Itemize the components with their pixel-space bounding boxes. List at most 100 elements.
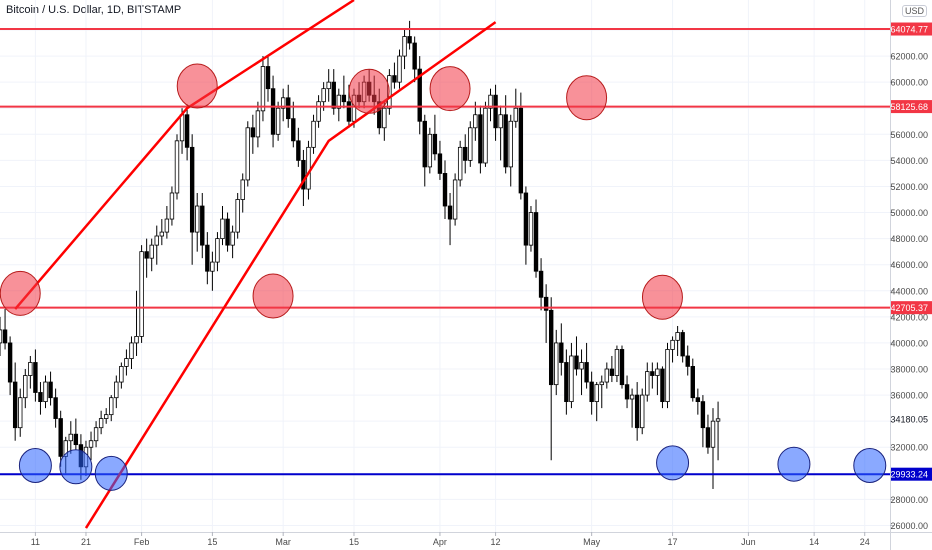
candle-body — [306, 146, 311, 190]
red-circle-marker[interactable] — [348, 68, 390, 114]
candle-body — [670, 339, 675, 350]
candle-body — [594, 384, 599, 403]
candle-body — [710, 420, 716, 448]
currency-badge[interactable]: USD — [902, 5, 928, 17]
red-circle-marker[interactable] — [176, 63, 218, 109]
candle-body — [205, 244, 210, 272]
candle-body — [533, 212, 539, 272]
candle — [184, 104, 190, 161]
candle-body — [179, 114, 185, 142]
candle-body — [0, 329, 3, 344]
candle-body — [18, 397, 23, 429]
candle-body — [341, 94, 347, 103]
candle — [109, 395, 114, 422]
candle-body — [543, 296, 549, 311]
blue-circle-marker[interactable] — [59, 449, 93, 485]
candle-body — [614, 349, 620, 376]
time-tick-label: 15 — [349, 537, 359, 547]
candle-body — [159, 231, 165, 237]
candle-body — [660, 368, 665, 403]
red-circle-marker[interactable] — [641, 274, 683, 320]
candle — [154, 225, 159, 265]
candle — [2, 309, 8, 350]
candle — [715, 401, 721, 461]
red-circle-marker[interactable] — [566, 75, 608, 121]
candle-body — [645, 371, 650, 396]
time-tick-label: 17 — [668, 537, 678, 547]
markers[interactable] — [0, 63, 887, 491]
blue-circle-marker[interactable] — [18, 448, 52, 483]
candle — [124, 349, 129, 376]
time-tick-label: 12 — [491, 537, 501, 547]
candle — [134, 290, 139, 356]
level-price-label-text: 58125.68 — [890, 102, 928, 112]
candle-body — [210, 261, 215, 272]
candle-body — [184, 114, 190, 148]
candle — [270, 75, 276, 148]
trend-lines[interactable] — [14, 0, 497, 529]
candle-body — [129, 342, 134, 359]
candle-body — [53, 397, 58, 419]
candle — [149, 238, 154, 272]
candle — [417, 56, 422, 135]
candle-body — [468, 127, 473, 161]
blue-circle-marker[interactable] — [777, 446, 811, 482]
candle — [23, 369, 28, 409]
red-circle-marker[interactable] — [0, 270, 41, 316]
candle — [250, 114, 256, 154]
candle-body — [640, 394, 645, 429]
candle — [265, 56, 271, 102]
candle-body — [538, 270, 544, 298]
candle-body — [240, 179, 245, 200]
price-tick-label: 60000.00 — [890, 78, 928, 88]
horizontal-levels[interactable] — [0, 28, 890, 476]
candle — [103, 408, 109, 424]
level-price-label-bg — [891, 301, 932, 315]
candle — [407, 20, 412, 50]
candle — [341, 75, 347, 109]
candle — [614, 345, 620, 383]
candle-body — [134, 336, 139, 344]
blue-circle-marker[interactable] — [656, 445, 690, 481]
candle — [700, 395, 706, 448]
time-axis[interactable]: 11 21 Feb 15 Mar 15 Apr 12 May 17 Jun 14 24 — [31, 532, 870, 547]
candle-body — [38, 392, 43, 403]
price-labels: 64074.77 58125.68 42705.37 29933.24 34180.05 — [890, 22, 932, 481]
red-circle-marker[interactable] — [252, 273, 294, 319]
candle-body — [73, 433, 79, 446]
candle — [518, 92, 524, 200]
candle — [599, 375, 604, 409]
time-tick-label: 15 — [207, 537, 217, 547]
candle-body — [93, 427, 99, 442]
last-price-label-bg — [891, 412, 932, 426]
candle-body — [574, 355, 579, 370]
candle-body — [58, 418, 63, 457]
candle — [589, 371, 594, 415]
blue-circle-marker[interactable] — [94, 455, 128, 491]
candle — [240, 173, 245, 213]
candle — [584, 342, 589, 389]
candle — [159, 219, 165, 246]
candle-body — [629, 394, 635, 400]
candle — [53, 388, 58, 428]
candle — [442, 160, 448, 220]
candle — [114, 375, 119, 409]
candle-body — [432, 133, 438, 155]
blue-circle-marker[interactable] — [853, 448, 887, 483]
trend-line[interactable] — [14, 0, 355, 310]
trend-line[interactable] — [84, 21, 497, 529]
candle-body — [12, 381, 18, 429]
candle — [594, 382, 599, 422]
candle — [280, 88, 286, 122]
candle — [402, 29, 407, 70]
candle-body — [326, 81, 331, 90]
level-price-label-bg — [891, 22, 932, 36]
candle — [508, 114, 513, 187]
candle-body — [260, 66, 266, 112]
candle — [634, 382, 640, 441]
red-circle-marker[interactable] — [429, 66, 471, 112]
candle-body — [685, 355, 690, 367]
chart-title: Bitcoin / U.S. Dollar, 1D, BITSTAMP — [6, 4, 182, 16]
